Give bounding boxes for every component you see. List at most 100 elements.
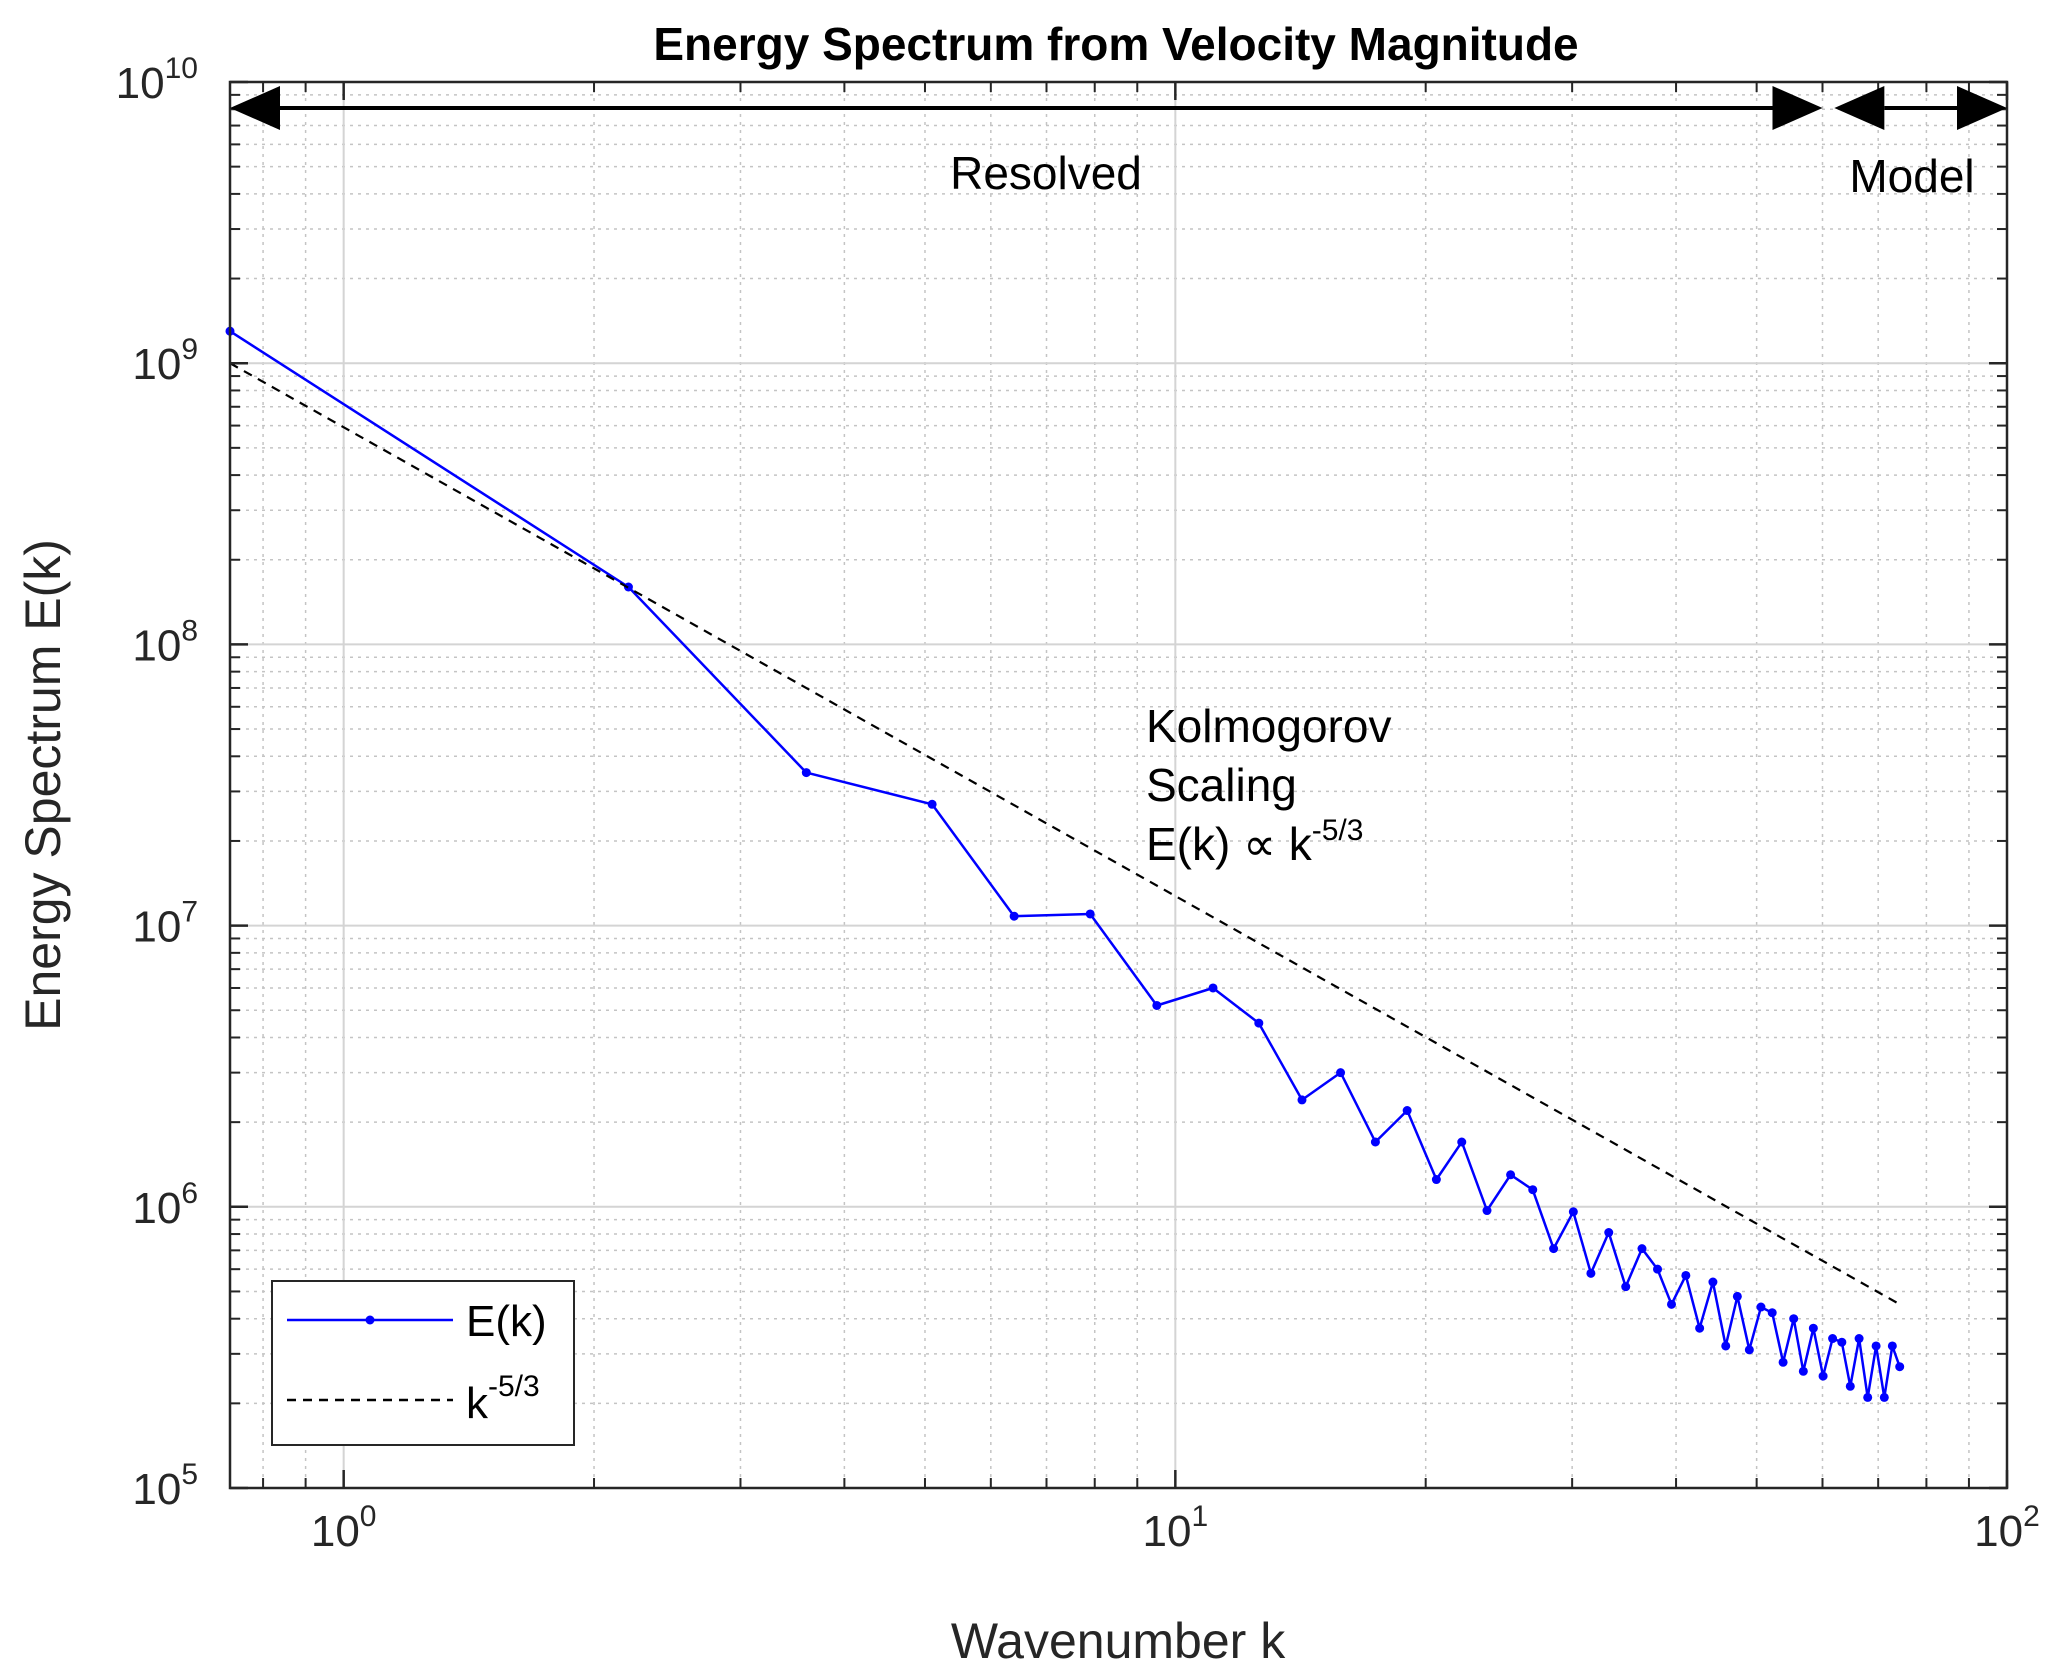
model-label: Model — [1849, 150, 1974, 202]
ek-data-point — [1756, 1302, 1766, 1312]
axes-background — [230, 82, 2007, 1488]
ek-data-point — [1879, 1392, 1889, 1402]
ek-data-point — [1586, 1268, 1596, 1278]
resolved-range-arrow — [230, 86, 1823, 130]
ek-data-point — [1528, 1185, 1538, 1195]
x-tick-label: 100 — [311, 1500, 377, 1556]
x-tick-label-exponent: 1 — [1191, 1500, 1208, 1533]
ek-data-point — [1854, 1334, 1864, 1344]
ek-data-point — [1653, 1264, 1663, 1274]
legend-box — [271, 1280, 575, 1446]
y-tick-label-exponent: 8 — [181, 614, 198, 647]
ek-data-point — [1828, 1334, 1838, 1344]
x-tick-label-base: 10 — [1143, 1507, 1192, 1556]
y-tick-label: 105 — [132, 1458, 198, 1514]
axes-box — [228, 80, 2009, 1490]
ek-data-point — [1637, 1244, 1647, 1254]
ek-data-point — [1009, 911, 1019, 921]
x-tick-label-base: 10 — [311, 1507, 360, 1556]
ek-data-point — [1681, 1270, 1691, 1280]
chart-title: Energy Spectrum from Velocity Magnitude — [653, 18, 1578, 70]
y-tick-label-base: 10 — [132, 1465, 181, 1514]
ek-data-point — [1085, 909, 1095, 919]
ek-data-point — [1695, 1323, 1705, 1333]
ek-data-point — [1818, 1371, 1828, 1381]
x-axis-label: Wavenumber k — [951, 1613, 1286, 1669]
x-tick-label-exponent: 0 — [360, 1500, 377, 1533]
y-tick-label: 106 — [132, 1177, 198, 1233]
ek-data-point — [1732, 1291, 1742, 1301]
legend-label-ek-base: E(k) — [466, 1297, 547, 1346]
ek-data-point — [1808, 1323, 1818, 1333]
x-tick-label: 102 — [1974, 1500, 2040, 1556]
ek-data-point — [1254, 1018, 1264, 1028]
y-tick-label: 108 — [132, 614, 198, 670]
ek-data-point — [1402, 1106, 1412, 1116]
y-tick-label-exponent: 6 — [181, 1177, 198, 1210]
ek-data-point — [1457, 1137, 1467, 1147]
ek-data-point — [1506, 1170, 1516, 1180]
resolved-arrow-head-left — [230, 86, 280, 130]
ek-data-point — [1621, 1282, 1631, 1292]
y-tick-label-exponent: 10 — [165, 52, 198, 85]
ek-data-point — [1767, 1308, 1777, 1318]
series-layer — [225, 326, 1905, 1402]
ek-data-point — [1744, 1345, 1754, 1355]
ek-data-point — [1789, 1314, 1799, 1324]
ek-data-point — [1208, 983, 1218, 993]
y-tick-label-base: 10 — [132, 1184, 181, 1233]
legend-marker-ek — [365, 1315, 375, 1325]
ek-data-point — [1845, 1381, 1855, 1391]
y-tick-label-base: 10 — [132, 340, 181, 389]
tick-marks — [230, 80, 2009, 1490]
resolved-arrow-head-right — [1772, 86, 1823, 130]
legend: E(k) k-5/3 — [271, 1280, 575, 1446]
model-range-arrow — [1834, 86, 2007, 130]
ek-data-point — [927, 799, 937, 809]
ek-data-point — [1863, 1392, 1873, 1402]
y-tick-label-exponent: 9 — [181, 333, 198, 366]
resolved-label: Resolved — [950, 147, 1142, 199]
ek-data-point — [1708, 1277, 1718, 1287]
plot-area — [225, 80, 2009, 1490]
y-tick-label: 109 — [132, 333, 198, 389]
ek-data-point — [1837, 1337, 1847, 1347]
y-tick-label-base: 10 — [116, 59, 165, 108]
kolmogorov-formula-exponent: -5/3 — [1312, 814, 1364, 847]
y-tick-label-base: 10 — [132, 903, 181, 952]
ek-data-point — [1431, 1175, 1441, 1185]
kolmogorov-label-line1: Kolmogorov — [1146, 700, 1391, 752]
ek-data-point — [1568, 1207, 1578, 1217]
kolmogorov-label-line2: Scaling — [1146, 759, 1297, 811]
kolmogorov-formula-base: E(k) ∝ k — [1146, 818, 1313, 870]
y-tick-label: 107 — [132, 896, 198, 952]
model-arrow-head-left — [1834, 86, 1885, 130]
legend-label-kolmogorov: k-5/3 — [466, 1370, 540, 1428]
ek-data-point — [1798, 1366, 1808, 1376]
legend-label-kolmogorov-exponent: -5/3 — [488, 1370, 540, 1403]
ek-data-point — [1370, 1137, 1380, 1147]
ek-data-point — [1667, 1299, 1677, 1309]
ek-data-point — [623, 582, 633, 592]
ek-data-point — [1604, 1228, 1614, 1238]
y-tick-label-base: 10 — [132, 621, 181, 670]
y-tick-label-exponent: 7 — [181, 896, 198, 929]
ek-data-point — [1297, 1095, 1307, 1105]
ek-data-point — [1887, 1341, 1897, 1351]
y-tick-label: 1010 — [116, 52, 198, 108]
ek-data-point — [801, 768, 811, 778]
x-tick-label: 101 — [1143, 1500, 1209, 1556]
x-tick-label-base: 10 — [1974, 1507, 2023, 1556]
ek-data-point — [1549, 1244, 1559, 1254]
ek-data-point — [1152, 1000, 1162, 1010]
ek-data-point — [1871, 1341, 1881, 1351]
y-axis-label: Energy Spectrum E(k) — [15, 539, 71, 1031]
legend-label-kolmogorov-base: k — [466, 1379, 489, 1428]
ek-data-point — [1336, 1068, 1346, 1078]
ek-data-point — [1778, 1357, 1788, 1367]
legend-label-ek: E(k) — [466, 1297, 547, 1346]
kolmogorov-label-line3: E(k) ∝ k-5/3 — [1146, 814, 1363, 870]
ek-data-point — [1895, 1362, 1905, 1372]
